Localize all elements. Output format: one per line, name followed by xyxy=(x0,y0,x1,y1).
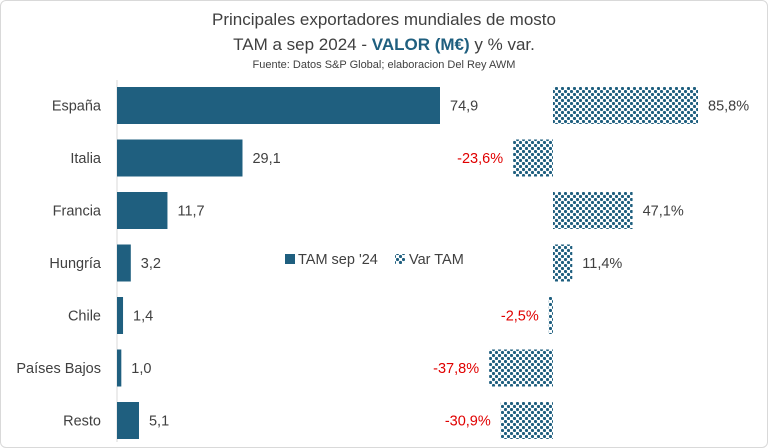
category-label-francia: Francia xyxy=(53,204,102,220)
var-bar-francia xyxy=(553,192,633,229)
category-label-hungria: Hungría xyxy=(49,256,102,272)
var-bar-resto xyxy=(500,402,553,439)
legend-swatch-tam xyxy=(285,254,295,264)
var-value-label-italia: -23,6% xyxy=(457,151,503,167)
var-bar-paises-bajos xyxy=(489,349,553,387)
subtitle-prefix: TAM a sep 2024 - xyxy=(233,35,372,54)
legend-swatch-var xyxy=(395,254,405,264)
tam-bar-resto xyxy=(117,402,139,439)
tam-bar-italia xyxy=(117,139,243,177)
category-label-paises-bajos: Países Bajos xyxy=(16,361,101,377)
legend-label-var: Var TAM xyxy=(409,252,464,268)
var-value-label-chile: -2,5% xyxy=(501,309,539,325)
var-value-label-espana: 85,8% xyxy=(708,99,749,115)
category-label-chile: Chile xyxy=(68,309,101,325)
tam-value-label-paises-bajos: 1,0 xyxy=(131,361,151,377)
tam-value-label-resto: 5,1 xyxy=(149,414,169,430)
tam-bar-chile xyxy=(117,297,124,334)
tam-value-label-espana: 74,9 xyxy=(450,99,478,115)
tam-bar-hungria xyxy=(117,244,131,282)
category-label-italia: Italia xyxy=(70,151,102,167)
legend-label-tam: TAM sep '24 xyxy=(298,252,378,268)
chart-source: Fuente: Datos S&P Global; elaboracion De… xyxy=(252,59,516,71)
chart-title: Principales exportadores mundiales de mo… xyxy=(212,10,556,29)
var-bar-chile xyxy=(548,297,553,334)
tam-value-label-italia: 29,1 xyxy=(252,151,280,167)
subtitle-accent: VALOR (M€) xyxy=(371,35,470,54)
tam-bar-francia xyxy=(117,192,168,229)
var-bar-hungria xyxy=(553,244,573,282)
tam-bar-espana xyxy=(117,87,440,124)
subtitle-suffix: y % var. xyxy=(469,35,535,54)
category-label-resto: Resto xyxy=(63,414,101,430)
var-value-label-francia: 47,1% xyxy=(643,204,684,220)
tam-bar-paises-bajos xyxy=(117,349,122,387)
chart-subtitle: TAM a sep 2024 - VALOR (M€) y % var. xyxy=(0,35,768,55)
tam-value-label-francia: 11,7 xyxy=(177,204,204,220)
tam-value-label-chile: 1,4 xyxy=(133,309,153,325)
category-label-espana: España xyxy=(52,99,102,115)
var-value-label-resto: -30,9% xyxy=(445,414,491,430)
var-bar-espana xyxy=(553,87,698,124)
var-bar-italia xyxy=(513,139,553,177)
tam-value-label-hungria: 3,2 xyxy=(141,256,161,272)
legend: TAM sep '24 Var TAM xyxy=(285,252,464,268)
var-value-label-hungria: 11,4% xyxy=(582,256,622,272)
var-value-label-paises-bajos: -37,8% xyxy=(433,361,479,377)
